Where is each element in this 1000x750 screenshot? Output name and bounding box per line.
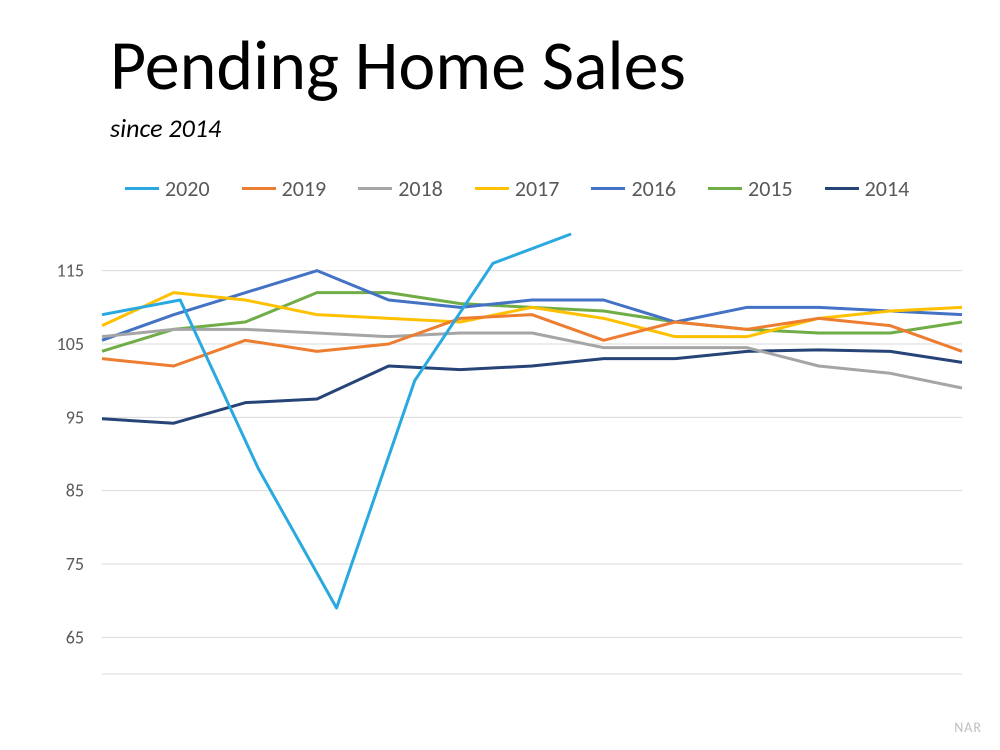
legend-item-2014: 2014: [825, 175, 910, 202]
legend-label-2020: 2020: [165, 175, 210, 202]
legend-item-2018: 2018: [358, 175, 443, 202]
y-tick-label: 75: [66, 553, 84, 575]
legend-label-2014: 2014: [865, 175, 910, 202]
source-label: NAR: [954, 719, 982, 736]
legend-label-2016: 2016: [631, 175, 676, 202]
y-tick-label: 95: [66, 406, 84, 428]
legend-swatch-2017: [475, 187, 509, 190]
legend-item-2017: 2017: [475, 175, 560, 202]
chart-title: Pending Home Sales: [110, 30, 686, 100]
chart-slide: Pending Home Sales since 2014 2020201920…: [0, 0, 1000, 750]
legend-swatch-2020: [125, 187, 159, 190]
series-line-2020: [102, 234, 571, 608]
legend-label-2017: 2017: [515, 175, 560, 202]
legend-item-2019: 2019: [242, 175, 327, 202]
legend-swatch-2018: [358, 187, 392, 190]
line-chart-svg: 65 75 85 95 105 115: [30, 220, 970, 690]
y-tick-label: 115: [57, 260, 84, 282]
chart-plot-area: 65 75 85 95 105 115: [30, 220, 970, 690]
y-tick-label: 65: [66, 626, 84, 648]
legend-label-2015: 2015: [748, 175, 793, 202]
y-tick-label: 85: [66, 480, 84, 502]
y-tick-label: 105: [57, 333, 84, 355]
legend-swatch-2014: [825, 187, 859, 190]
legend-item-2020: 2020: [125, 175, 210, 202]
legend-swatch-2016: [591, 187, 625, 190]
legend-label-2019: 2019: [282, 175, 327, 202]
legend-label-2018: 2018: [398, 175, 443, 202]
legend-swatch-2019: [242, 187, 276, 190]
series-line-2018: [102, 329, 962, 388]
legend-swatch-2015: [708, 187, 742, 190]
chart-legend: 2020 2019 2018 2017 2016 2015 2014: [125, 175, 909, 202]
legend-item-2015: 2015: [708, 175, 793, 202]
chart-subtitle: since 2014: [110, 112, 221, 144]
legend-item-2016: 2016: [591, 175, 676, 202]
